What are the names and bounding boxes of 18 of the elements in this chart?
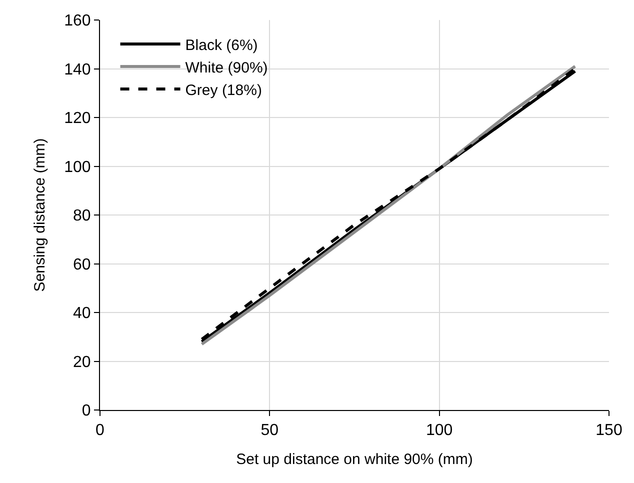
y-tick-label: 160 (64, 12, 91, 30)
y-tick-label: 120 (64, 110, 91, 128)
x-tick-label: 150 (596, 422, 622, 440)
x-tick-label: 100 (426, 422, 453, 440)
y-axis-title: Sensing distance (mm) (31, 138, 48, 292)
x-tick-label: 50 (260, 422, 279, 440)
y-tick-label: 0 (82, 402, 91, 420)
y-tick-label: 140 (64, 61, 91, 78)
y-tick-label: 60 (73, 256, 91, 274)
y-tick-label: 100 (64, 158, 91, 176)
x-axis-title: Set up distance on white 90% (mm) (236, 451, 473, 468)
x-tick-label: 0 (96, 422, 105, 440)
y-tick-label: 20 (73, 354, 91, 371)
legend-label: Black (6%) (185, 36, 258, 54)
y-tick-label: 80 (73, 208, 91, 225)
legend-label: White (90%) (185, 59, 268, 76)
legend-label: Grey (18%) (185, 82, 262, 99)
y-tick-label: 40 (73, 305, 91, 322)
